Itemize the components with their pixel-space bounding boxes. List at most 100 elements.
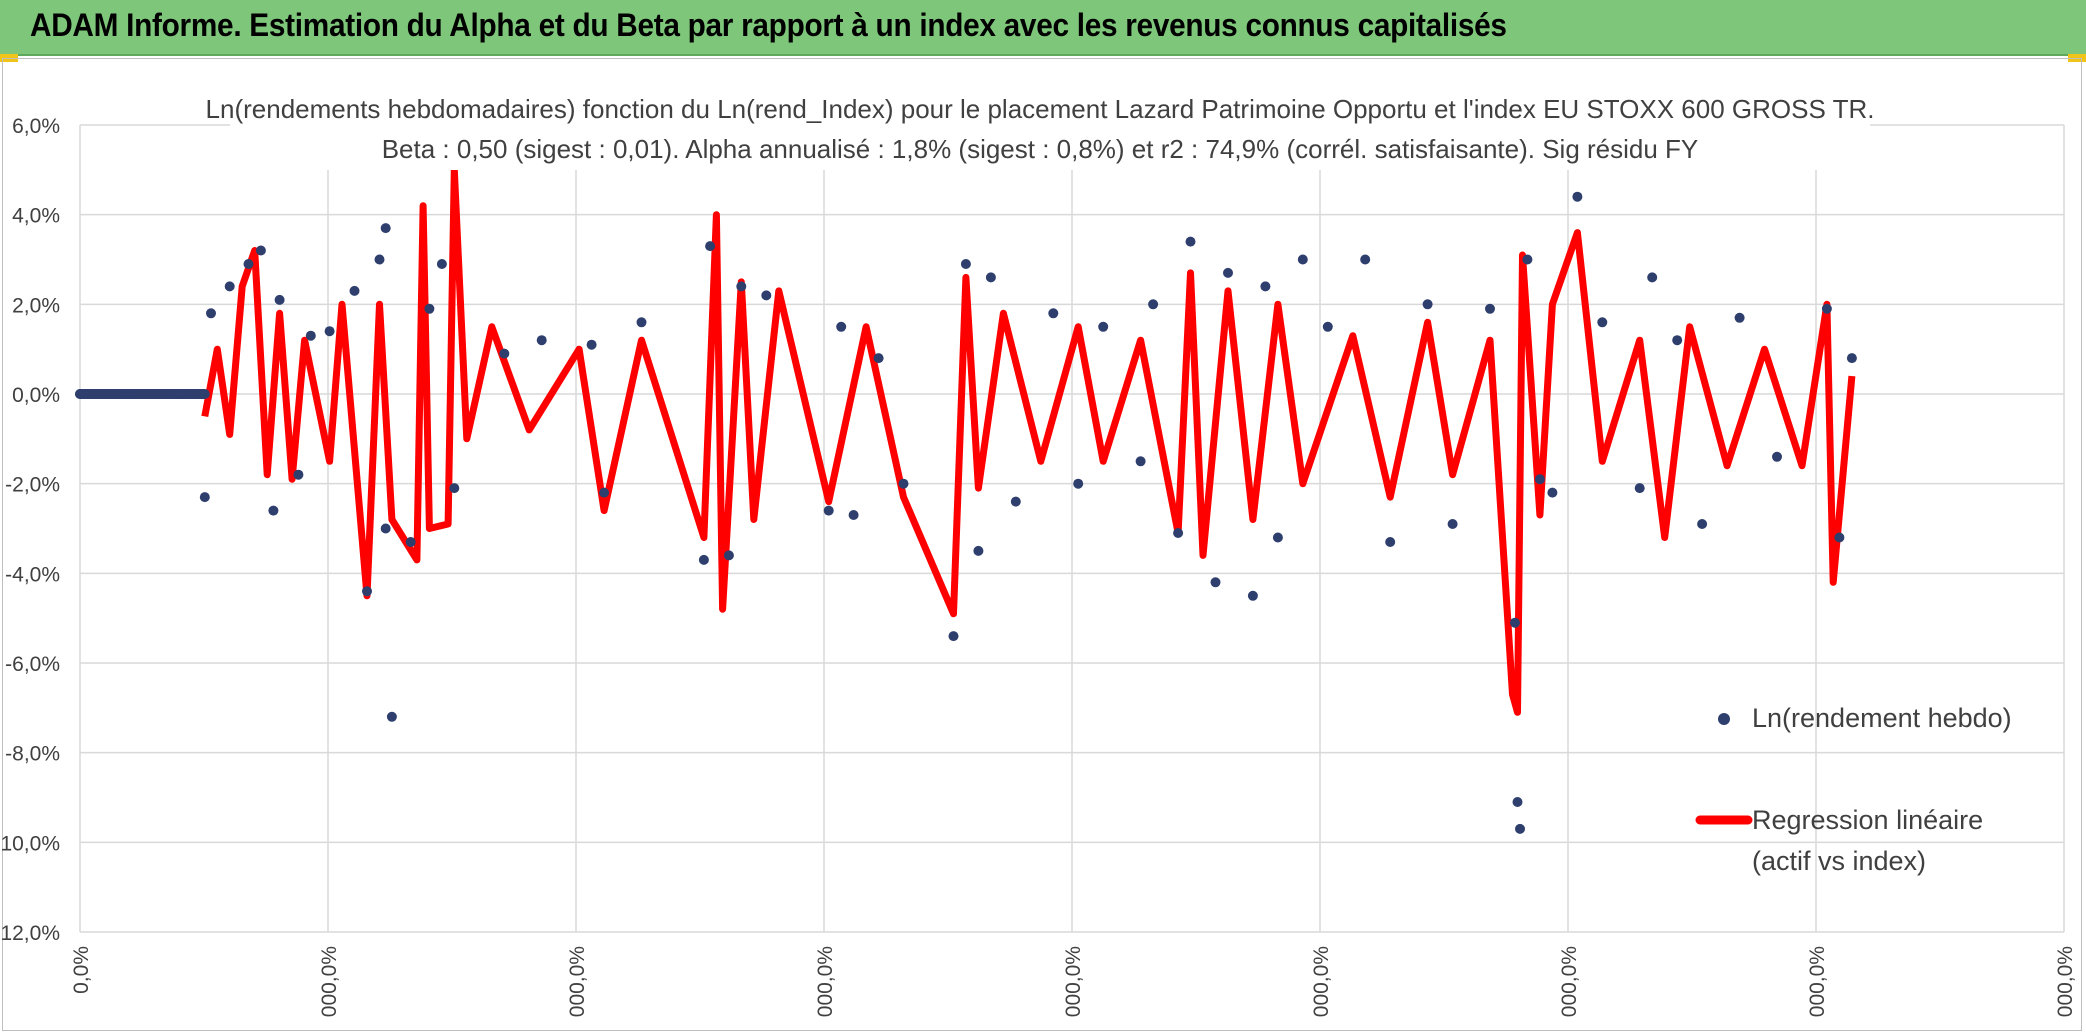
scatter-point <box>823 505 834 516</box>
scatter-point <box>985 272 996 283</box>
scatter-point <box>305 330 316 341</box>
scatter-point <box>424 303 435 314</box>
scatter-point <box>1073 478 1084 489</box>
scatter-point <box>848 510 859 520</box>
scatter-point <box>1098 321 1109 332</box>
scatter-point <box>449 483 460 494</box>
scatter-point <box>174 389 185 399</box>
y-tick-label: -4,0% <box>5 563 60 586</box>
scatter-point <box>1821 303 1832 314</box>
scatter-point <box>1534 474 1545 485</box>
scatter-point <box>1185 236 1196 247</box>
legend-label-regression-2: (actif vs index) <box>1752 846 1927 876</box>
scatter-point <box>960 259 971 269</box>
page-title: ADAM Informe. Estimation du Alpha et du … <box>30 7 1507 43</box>
scatter-point <box>380 523 391 534</box>
y-tick-label: -8,0% <box>5 743 60 766</box>
x-tick-label: 000,0% <box>318 946 341 1017</box>
scatter-point <box>698 554 709 565</box>
scatter-point <box>736 281 747 292</box>
y-tick-label: 4,0% <box>12 205 60 228</box>
scatter-point <box>499 348 510 359</box>
scatter-point <box>324 326 335 337</box>
x-tick-label: 000,0% <box>566 946 589 1017</box>
scatter-point <box>599 487 610 498</box>
scatter-point <box>723 550 734 561</box>
x-tick-label: 0,0% <box>70 946 93 994</box>
scatter-point <box>1672 335 1683 346</box>
scatter-point <box>1247 590 1258 601</box>
y-tick-label: 6,0% <box>12 115 60 138</box>
legend <box>1695 713 1753 825</box>
scatter-point <box>1485 303 1495 314</box>
scatter-point <box>636 317 647 328</box>
scatter-point <box>761 290 772 301</box>
scatter-point <box>199 492 210 503</box>
scatter-point <box>1522 254 1533 265</box>
regression-line <box>201 166 1856 716</box>
x-tick-label: 000,0% <box>1558 946 1581 1017</box>
scatter-point <box>948 631 959 642</box>
y-tick-label: -6,0% <box>5 653 60 676</box>
legend-label-regression-1: Regression linéaire <box>1752 805 1984 835</box>
x-tick-label: 000,0% <box>1310 946 1333 1017</box>
scatter-point <box>362 586 372 597</box>
title-background <box>230 92 1870 170</box>
scatter-point <box>1173 528 1184 538</box>
legend-scatter-marker <box>1718 713 1730 725</box>
scatter-point <box>349 285 360 296</box>
y-axis-ticks: 6,0% 4,0% 2,0% 0,0% -2,0% -4,0% -6,0% -8,0% -10,… <box>0 115 60 945</box>
scatter-point <box>1048 308 1059 319</box>
y-tick-label: -10,0% <box>0 832 60 855</box>
scatter-point <box>224 281 235 292</box>
scatter-point <box>1515 823 1525 834</box>
scatter-point <box>1135 456 1146 467</box>
scatter-point <box>1572 191 1583 202</box>
scatter-point <box>1634 483 1645 494</box>
scatter-point <box>75 389 85 399</box>
x-tick-label: 000,0% <box>814 946 837 1017</box>
scatter-point <box>1846 353 1857 364</box>
scatter-point <box>873 353 884 364</box>
scatter-point <box>973 545 984 556</box>
scatter-point <box>268 505 279 516</box>
scatter-point <box>1697 519 1708 529</box>
scatter-point <box>1223 267 1233 278</box>
scatter-point <box>124 389 135 399</box>
scatter-point <box>586 339 597 350</box>
x-tick-label: 000,0% <box>1806 946 1829 1017</box>
scatter-point <box>705 241 716 252</box>
scatter-point <box>536 335 547 346</box>
scatter-point <box>386 711 397 722</box>
x-tick-label: 000,0% <box>2054 946 2077 1017</box>
scatter-point <box>1597 317 1608 328</box>
scatter-point <box>898 478 909 489</box>
scatter-point <box>1447 519 1458 529</box>
y-tick-label: 2,0% <box>12 294 60 317</box>
scatter-point <box>293 469 304 480</box>
scatter-point <box>255 245 266 256</box>
chart-subtitle: Beta : 0,50 (sigest : 0,01). Alpha annua… <box>382 134 1699 164</box>
scatter-point <box>1297 254 1308 265</box>
scatter-point <box>274 294 285 305</box>
scatter-point <box>1547 487 1558 498</box>
scatter-point <box>1734 312 1745 323</box>
scatter-series <box>75 191 1857 834</box>
scatter-point <box>1360 254 1371 265</box>
legend-label-scatter: Ln(rendement hebdo) <box>1752 703 2012 733</box>
scatter-point <box>1385 537 1396 547</box>
scatter-point <box>1647 272 1658 283</box>
scatter-point <box>1512 797 1523 807</box>
scatter-point <box>405 537 416 547</box>
header-banner: ADAM Informe. Estimation du Alpha et du … <box>0 0 2086 56</box>
scatter-point <box>1272 532 1283 543</box>
scatter-point <box>380 223 391 234</box>
scatter-point <box>374 254 385 265</box>
chart-frame <box>2 58 2082 1031</box>
scatter-point <box>836 321 847 332</box>
scatter-point <box>1148 299 1159 310</box>
y-tick-label: 0,0% <box>12 384 60 407</box>
scatter-point <box>1510 617 1520 628</box>
scatter-point <box>1422 299 1433 310</box>
